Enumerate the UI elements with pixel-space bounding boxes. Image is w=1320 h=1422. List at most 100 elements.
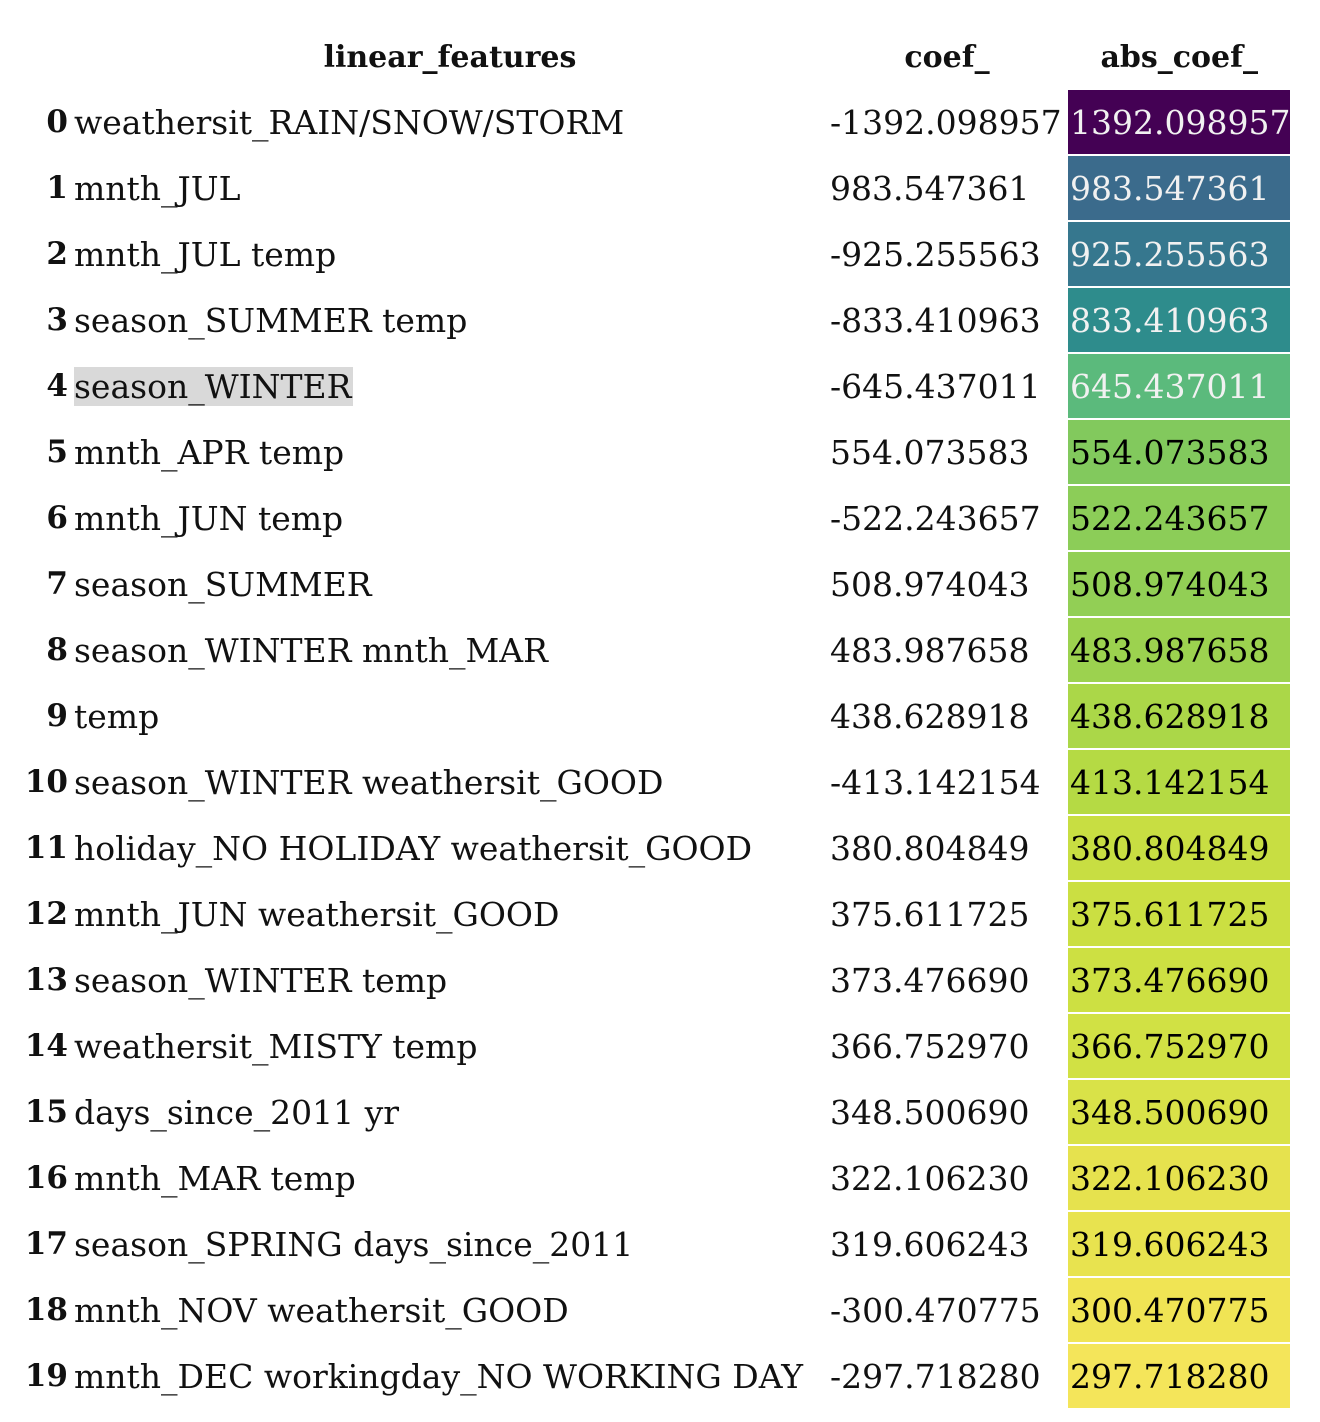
abs-coef-cell: 833.410963 [1068, 288, 1291, 354]
table-row: 7 season_SUMMER 508.974043 508.974043 [22, 552, 1291, 618]
header-row: linear_features coef_ abs_coef_ [22, 24, 1290, 90]
table-row: 2 mnth_JUL temp -925.255563 925.255563 [22, 222, 1291, 288]
row-index: 3 [22, 288, 74, 354]
table-row: 13 season_WINTER temp 373.476690 373.476690 [22, 948, 1291, 1014]
coef-cell: -925.255563 [826, 222, 1068, 288]
feature-label: season_WINTER weathersit_GOOD [74, 762, 664, 802]
column-header-abs-coef: abs_coef_ [1100, 39, 1259, 75]
abs-coef-cell: 645.437011 [1068, 354, 1291, 420]
coef-cell: -300.470775 [826, 1278, 1068, 1344]
feature-label: mnth_APR temp [74, 432, 345, 472]
abs-coef-cell: 522.243657 [1068, 486, 1291, 552]
abs-coef-cell: 508.974043 [1068, 552, 1291, 618]
table-row: 18 mnth_NOV weathersit_GOOD -300.470775 300… [22, 1278, 1291, 1344]
feature-label: season_WINTER mnth_MAR [74, 630, 548, 670]
feature-label: mnth_NOV weathersit_GOOD [74, 1290, 569, 1330]
abs-coef-cell: 438.628918 [1068, 684, 1291, 750]
feature-label: season_SPRING days_since_2011 [74, 1224, 634, 1264]
row-index: 7 [22, 552, 74, 618]
feature-label: mnth_JUN temp [74, 498, 344, 538]
abs-coef-cell: 373.476690 [1068, 948, 1291, 1014]
coef-cell: -1392.098957 [826, 90, 1068, 156]
table-row: 16 mnth_MAR temp 322.106230 322.106230 [22, 1146, 1291, 1212]
feature-cell: season_WINTER [74, 354, 826, 420]
feature-label: season_WINTER temp [74, 960, 448, 1000]
table-row: 0 weathersit_RAIN/SNOW/STORM -1392.098957 1… [22, 90, 1291, 156]
coef-cell: 483.987658 [826, 618, 1068, 684]
coef-cell: -297.718280 [826, 1344, 1068, 1410]
row-index: 2 [22, 222, 74, 288]
row-index: 16 [22, 1146, 74, 1212]
coef-cell: 322.106230 [826, 1146, 1068, 1212]
coef-cell: 983.547361 [826, 156, 1068, 222]
feature-cell: mnth_APR temp [74, 420, 826, 486]
feature-cell: weathersit_MISTY temp [74, 1014, 826, 1080]
row-index: 17 [22, 1212, 74, 1278]
coef-cell: 366.752970 [826, 1014, 1068, 1080]
row-index: 6 [22, 486, 74, 552]
feature-cell: season_SUMMER [74, 552, 826, 618]
table-row: 6 mnth_JUN temp -522.243657 522.243657 [22, 486, 1291, 552]
feature-label: weathersit_RAIN/SNOW/STORM [74, 102, 625, 142]
table-body: 0 weathersit_RAIN/SNOW/STORM -1392.098957 1… [22, 90, 1291, 1410]
abs-coef-cell: 366.752970 [1068, 1014, 1291, 1080]
coef-cell: 554.073583 [826, 420, 1068, 486]
feature-label: mnth_JUL temp [74, 234, 337, 274]
feature-cell: mnth_JUN weathersit_GOOD [74, 882, 826, 948]
coef-cell: 373.476690 [826, 948, 1068, 1014]
row-index: 8 [22, 618, 74, 684]
column-header-features: linear_features [323, 39, 577, 75]
table-row: 8 season_WINTER mnth_MAR 483.987658 483.987… [22, 618, 1291, 684]
abs-coef-cell: 380.804849 [1068, 816, 1291, 882]
row-index: 9 [22, 684, 74, 750]
feature-cell: mnth_MAR temp [74, 1146, 826, 1212]
abs-coef-cell: 300.470775 [1068, 1278, 1291, 1344]
feature-cell: mnth_JUN temp [74, 486, 826, 552]
feature-cell: holiday_NO HOLIDAY weathersit_GOOD [74, 816, 826, 882]
table-row: 1 mnth_JUL 983.547361 983.547361 [22, 156, 1291, 222]
row-index: 14 [22, 1014, 74, 1080]
row-index: 11 [22, 816, 74, 882]
table-row: 17 season_SPRING days_since_2011 319.60624… [22, 1212, 1291, 1278]
abs-coef-cell: 483.987658 [1068, 618, 1291, 684]
coef-cell: -413.142154 [826, 750, 1068, 816]
feature-label: temp [74, 696, 160, 736]
abs-coef-cell: 375.611725 [1068, 882, 1291, 948]
abs-coef-cell: 983.547361 [1068, 156, 1291, 222]
abs-coef-cell: 1392.098957 [1068, 90, 1291, 156]
feature-cell: days_since_2011 yr [74, 1080, 826, 1146]
feature-label: weathersit_MISTY temp [74, 1026, 478, 1066]
row-index: 5 [22, 420, 74, 486]
row-index: 10 [22, 750, 74, 816]
feature-cell: season_SUMMER temp [74, 288, 826, 354]
coef-cell: 438.628918 [826, 684, 1068, 750]
coef-cell: 380.804849 [826, 816, 1068, 882]
feature-label: mnth_MAR temp [74, 1158, 356, 1198]
feature-cell: season_WINTER temp [74, 948, 826, 1014]
table-row: 3 season_SUMMER temp -833.410963 833.410963 [22, 288, 1291, 354]
table-row: 5 mnth_APR temp 554.073583 554.073583 [22, 420, 1291, 486]
feature-label: holiday_NO HOLIDAY weathersit_GOOD [74, 828, 753, 868]
table-row: 10 season_WINTER weathersit_GOOD -413.1421… [22, 750, 1291, 816]
feature-cell: season_WINTER weathersit_GOOD [74, 750, 826, 816]
feature-cell: season_SPRING days_since_2011 [74, 1212, 826, 1278]
abs-coef-cell: 925.255563 [1068, 222, 1291, 288]
feature-cell: mnth_JUL [74, 156, 826, 222]
row-index: 15 [22, 1080, 74, 1146]
feature-label: days_since_2011 yr [74, 1092, 400, 1132]
row-index: 18 [22, 1278, 74, 1344]
feature-cell: mnth_NOV weathersit_GOOD [74, 1278, 826, 1344]
feature-label: season_SUMMER temp [74, 300, 468, 340]
feature-label: mnth_JUL [74, 168, 241, 208]
coefficients-table: linear_features coef_ abs_coef_ 0 weather… [22, 24, 1291, 1410]
row-index: 0 [22, 90, 74, 156]
table-row: 19 mnth_DEC workingday_NO WORKING DAY -297… [22, 1344, 1291, 1410]
feature-cell: mnth_DEC workingday_NO WORKING DAY [74, 1344, 826, 1410]
column-header-coef: coef_ [904, 39, 990, 75]
feature-label: season_SUMMER [74, 564, 372, 604]
abs-coef-cell: 554.073583 [1068, 420, 1291, 486]
index-header [22, 24, 74, 90]
coef-cell: 375.611725 [826, 882, 1068, 948]
feature-cell: season_WINTER mnth_MAR [74, 618, 826, 684]
table-row: 14 weathersit_MISTY temp 366.752970 366.752… [22, 1014, 1291, 1080]
